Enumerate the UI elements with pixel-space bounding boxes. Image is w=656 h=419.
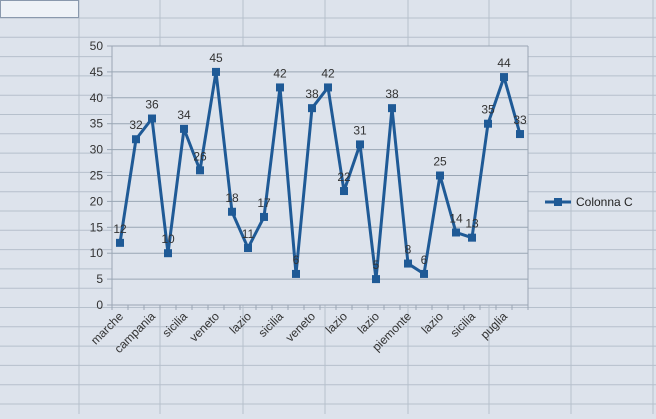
data-label: 22 xyxy=(337,170,351,184)
data-point xyxy=(500,73,508,82)
data-point xyxy=(228,207,236,216)
y-tick-label: 25 xyxy=(90,169,104,183)
legend-label: Colonna C xyxy=(576,195,633,209)
data-point xyxy=(436,171,444,180)
data-label: 32 xyxy=(129,118,143,132)
y-tick-label: 30 xyxy=(90,143,104,157)
data-point xyxy=(132,135,140,144)
y-tick-label: 10 xyxy=(90,246,104,260)
data-point xyxy=(468,233,476,242)
data-label: 25 xyxy=(433,155,447,169)
data-label: 12 xyxy=(113,222,127,236)
x-tick-label: lazio xyxy=(355,309,383,337)
y-tick-label: 45 xyxy=(90,65,104,79)
data-label: 5 xyxy=(373,258,380,272)
data-point xyxy=(324,83,332,92)
data-point xyxy=(484,119,492,128)
data-label: 42 xyxy=(321,66,335,80)
data-point xyxy=(356,140,364,149)
cell-name-box[interactable] xyxy=(0,0,79,18)
data-label: 38 xyxy=(385,87,399,101)
data-label: 6 xyxy=(293,253,300,267)
data-point xyxy=(148,114,156,123)
x-tick-label: puglia xyxy=(478,309,511,342)
data-point xyxy=(276,83,284,92)
data-label: 17 xyxy=(257,196,271,210)
data-point xyxy=(116,238,124,247)
data-label: 10 xyxy=(161,232,175,246)
data-point xyxy=(308,104,316,113)
data-point xyxy=(388,104,396,113)
data-label: 11 xyxy=(242,227,255,241)
data-point xyxy=(212,67,220,76)
data-point xyxy=(260,212,268,221)
data-label: 38 xyxy=(305,87,319,101)
x-tick-label: veneto xyxy=(187,309,223,345)
y-tick-label: 35 xyxy=(90,117,104,131)
data-label: 45 xyxy=(209,51,223,65)
y-tick-label: 40 xyxy=(90,91,104,105)
chart-gridlines xyxy=(112,45,529,306)
legend-square-marker xyxy=(554,198,562,206)
data-label: 6 xyxy=(421,253,428,267)
data-point xyxy=(180,124,188,133)
data-point xyxy=(196,166,204,175)
data-label: 13 xyxy=(465,217,479,231)
x-tick-label: veneto xyxy=(283,309,319,345)
data-point xyxy=(516,130,524,139)
data-point xyxy=(372,275,380,284)
x-tick-label: sicilia xyxy=(255,309,286,340)
data-point xyxy=(452,228,460,237)
x-tick-label: lazio xyxy=(419,309,447,337)
series-line xyxy=(118,70,522,281)
y-axis: 0 5 10 15 20 25 30 35 40 45 50 xyxy=(90,39,113,312)
data-label: 36 xyxy=(145,98,159,112)
data-label: 42 xyxy=(273,66,287,80)
data-label: 14 xyxy=(449,211,463,225)
data-label: 18 xyxy=(225,191,239,205)
data-point xyxy=(164,249,172,258)
data-point xyxy=(404,259,412,268)
data-label: 44 xyxy=(497,56,511,70)
chart-legend[interactable]: Colonna C xyxy=(545,195,633,209)
series-colonna-c[interactable] xyxy=(116,67,524,284)
x-tick-label: sicilia xyxy=(159,309,190,340)
x-tick-label: sicilia xyxy=(447,309,478,340)
y-tick-label: 15 xyxy=(90,220,104,234)
data-point xyxy=(420,269,428,278)
data-point xyxy=(244,244,252,253)
data-label: 8 xyxy=(405,243,412,257)
y-tick-label: 5 xyxy=(96,272,103,286)
x-tick-label: lazio xyxy=(323,309,351,337)
y-tick-label: 0 xyxy=(96,298,103,312)
x-tick-label: lazio xyxy=(227,309,255,337)
y-tick-label: 50 xyxy=(90,39,104,53)
data-point xyxy=(292,269,300,278)
data-label: 26 xyxy=(193,149,207,163)
data-labels: 1232361034264518111742638422231538862514… xyxy=(113,51,527,272)
data-label: 33 xyxy=(513,113,527,127)
data-point xyxy=(340,187,348,196)
data-label: 35 xyxy=(481,103,495,117)
data-label: 34 xyxy=(177,108,191,122)
data-label: 31 xyxy=(353,123,367,137)
y-tick-label: 20 xyxy=(90,194,104,208)
